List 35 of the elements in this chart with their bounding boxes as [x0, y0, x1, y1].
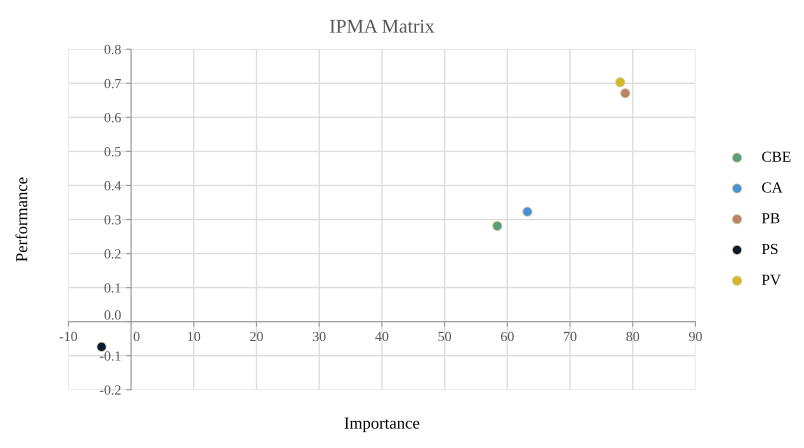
y-tick-label: 0.6	[104, 112, 121, 122]
x-tick-label: 60	[500, 332, 514, 342]
y-tick-label: 0.5	[104, 147, 121, 156]
y-tick-label: 0.8	[104, 44, 121, 54]
y-axis-title: Performance	[15, 178, 28, 262]
point	[492, 220, 502, 232]
point	[96, 342, 107, 352]
chart-title: IPMA Matrix	[330, 20, 434, 33]
point	[522, 206, 532, 217]
x-tick-label: 0	[134, 332, 140, 342]
legend-label: PB	[762, 213, 780, 224]
y-tick-label: 0.2	[104, 249, 121, 259]
y-tick-label: 0.1	[104, 283, 120, 293]
legend-label: CA	[762, 182, 783, 193]
x-tick-label: -10	[60, 332, 78, 342]
x-tick-label: 90	[688, 332, 702, 342]
point	[615, 77, 626, 88]
x-tick-label: 40	[375, 332, 388, 342]
x-tick-label: 80	[626, 332, 640, 342]
x-tick-label: 10	[188, 332, 200, 342]
legend-label: CBE	[762, 152, 790, 162]
y-tick-label: 0.4	[104, 181, 122, 190]
y-tick-label: -0.2	[100, 385, 121, 395]
x-tick-label: 70	[564, 332, 576, 342]
y-tick-label: 0.7	[104, 78, 121, 88]
point	[620, 88, 630, 98]
y-tick-label: 0.3	[104, 215, 121, 225]
x-axis-title: Importance	[344, 418, 420, 432]
legend-label: PS	[762, 244, 778, 254]
legend-label: PV	[762, 274, 781, 285]
y-tick-label: 0.0	[104, 310, 121, 320]
y-tick-label: -0.1	[100, 351, 120, 361]
x-tick-label: 20	[250, 332, 263, 342]
x-tick-label: 30	[312, 332, 326, 342]
x-tick-label: 50	[438, 332, 452, 342]
